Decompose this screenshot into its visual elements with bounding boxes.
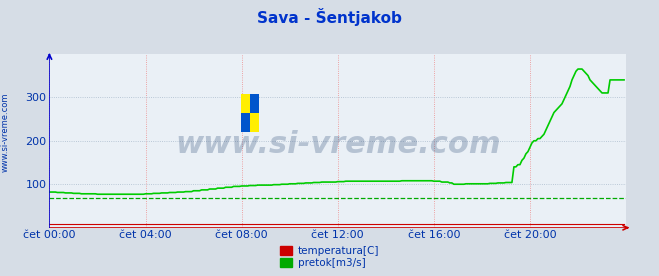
Text: www.si-vreme.com: www.si-vreme.com — [1, 93, 10, 172]
Text: www.si-vreme.com: www.si-vreme.com — [175, 130, 501, 159]
Legend: temperatura[C], pretok[m3/s]: temperatura[C], pretok[m3/s] — [280, 246, 379, 268]
Bar — [250, 113, 259, 132]
Bar — [250, 94, 259, 113]
Text: Sava - Šentjakob: Sava - Šentjakob — [257, 8, 402, 26]
Bar — [241, 113, 250, 132]
Bar — [241, 94, 250, 113]
